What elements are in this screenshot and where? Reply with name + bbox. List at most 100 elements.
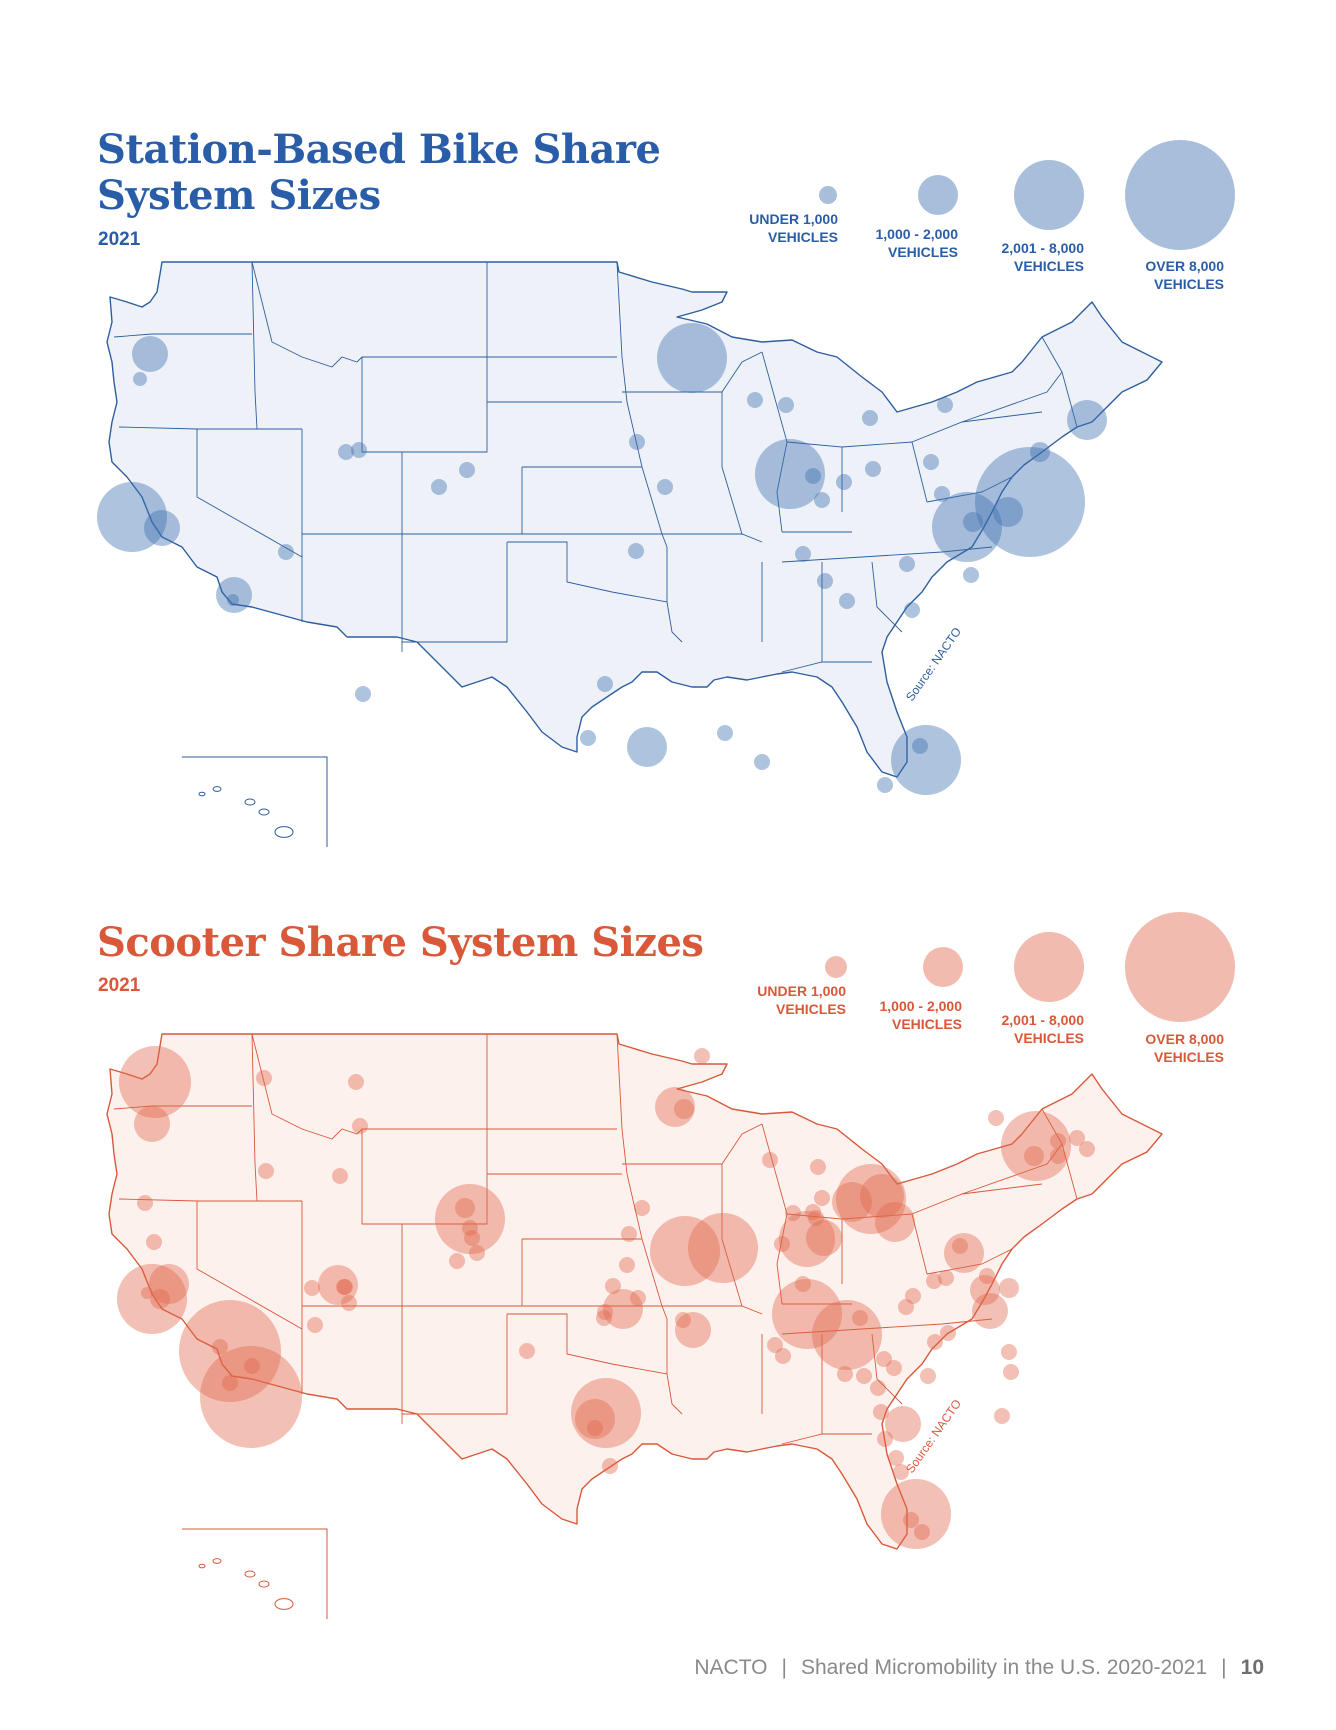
bike-system-bubble <box>747 392 763 408</box>
bike-hawaii-island <box>244 798 256 806</box>
bike-system-bubble <box>351 442 367 458</box>
scooter-state-border <box>402 1314 508 1415</box>
scooter-state-border <box>666 1373 683 1415</box>
scooter-system-bubble <box>940 1325 956 1341</box>
scooter-system-bubble <box>774 1236 790 1252</box>
scooter-system-bubble <box>1001 1111 1071 1181</box>
scooter-system-bubble <box>979 1268 995 1284</box>
scooter-system-bubble <box>972 1293 1008 1329</box>
scooter-system-bubble <box>146 1234 162 1250</box>
scooter-system-bubble <box>856 1368 872 1384</box>
bike-legend-circle-1000-2000 <box>918 175 958 215</box>
bike-system-bubble <box>937 397 953 413</box>
scooter-state-border <box>361 1129 488 1225</box>
bike-hawaii-island <box>212 786 222 792</box>
bike-state-border <box>781 661 872 673</box>
scooter-year: 2021 <box>98 975 141 996</box>
scooter-system-bubble <box>1050 1133 1066 1149</box>
scooter-system-bubble <box>926 1273 942 1289</box>
scooter-system-bubble <box>767 1337 783 1353</box>
bike-legend-label-under-1000: UNDER 1,000 VEHICLES <box>749 211 838 245</box>
scooter-system-bubble <box>952 1238 968 1254</box>
scooter-state-border <box>871 1333 903 1405</box>
scooter-system-bubble <box>603 1289 643 1329</box>
bike-legend-label-1000-2000: 1,000 - 2,000 VEHICLES <box>875 226 958 260</box>
scooter-system-bubble <box>999 1278 1019 1298</box>
bike-system-bubble <box>963 512 983 532</box>
scooter-state-border <box>616 1033 668 1320</box>
bike-system-bubble <box>144 510 180 546</box>
scooter-state-border <box>1041 1108 1063 1145</box>
bike-system-bubble <box>657 479 673 495</box>
scooter-system-bubble <box>808 1210 824 1226</box>
scooter-system-bubble <box>200 1346 302 1448</box>
scooter-system-bubble <box>837 1366 853 1382</box>
bike-system-bubble <box>904 602 920 618</box>
bike-system-bubble <box>657 323 727 393</box>
scooter-system-bubble <box>914 1524 930 1540</box>
scooter-system-bubble <box>352 1118 368 1134</box>
bike-system-bubble <box>755 439 825 509</box>
bike-system-bubble <box>459 462 475 478</box>
scooter-system-bubble <box>877 1431 893 1447</box>
scooter-hawaii-island <box>244 1570 256 1578</box>
scooter-system-bubble <box>1050 1148 1066 1164</box>
bike-system-bubble <box>1030 442 1050 462</box>
bike-hawaii-island <box>258 808 270 816</box>
scooter-system-bubble <box>464 1230 480 1246</box>
bike-system-bubble <box>795 546 811 562</box>
bike-state-border <box>721 392 743 535</box>
scooter-system-bubble <box>634 1200 650 1216</box>
bike-system-bubble <box>338 444 354 460</box>
scooter-system-bubble <box>469 1245 485 1261</box>
bike-system-bubble <box>132 336 168 372</box>
scooter-system-bubble <box>795 1276 811 1292</box>
bike-system-bubble <box>133 372 147 386</box>
scooter-system-bubble <box>318 1265 358 1305</box>
bike-system-bubble <box>836 474 852 490</box>
bike-system-bubble <box>216 577 252 613</box>
scooter-system-bubble <box>455 1198 475 1218</box>
scooter-system-bubble <box>881 1479 951 1549</box>
bike-state-border <box>251 261 258 430</box>
bike-system-bubble <box>975 447 1085 557</box>
scooter-system-bubble <box>886 1360 902 1376</box>
scooter-legend-circles <box>825 912 1235 1022</box>
bike-us-outline <box>106 261 1163 778</box>
scooter-system-bubble <box>587 1420 603 1436</box>
bike-state-border <box>1041 336 1063 373</box>
bike-state-border <box>507 541 668 603</box>
scooter-system-bubble <box>348 1074 364 1090</box>
bike-system-bubble <box>817 573 833 589</box>
scooter-system-bubble <box>212 1339 228 1355</box>
bike-hawaii-island <box>198 791 206 797</box>
scooter-state-border <box>1061 1143 1078 1200</box>
bike-title-line2: System Sizes <box>97 172 381 219</box>
scooter-system-bubble <box>970 1275 1000 1305</box>
scooter-system-bubble <box>920 1368 936 1384</box>
scooter-system-bubble <box>137 1195 153 1211</box>
bike-state-border <box>666 601 683 643</box>
scooter-system-bubble <box>814 1190 830 1206</box>
scooter-hawaii-island <box>274 1598 294 1610</box>
bike-system-bubble <box>278 544 294 560</box>
bike-state-border <box>961 371 1063 423</box>
page-footer: NACTO | Shared Micromobility in the U.S. 2… <box>694 1656 1264 1679</box>
scooter-inset-frame <box>182 1528 328 1619</box>
scooter-system-bubble <box>141 1287 153 1299</box>
scooter-system-bubble <box>888 1450 904 1466</box>
scooter-system-bubble <box>870 1380 886 1396</box>
scooter-state-border <box>301 1201 403 1307</box>
scooter-hawaii-island <box>212 1558 222 1564</box>
bike-state-border <box>871 561 903 633</box>
scooter-system-bubble <box>836 1164 906 1234</box>
scooter-system-bubble <box>938 1270 954 1286</box>
scooter-system-bubble <box>332 1168 348 1184</box>
scooter-system-bubble <box>575 1399 615 1439</box>
scooter-system-bubble <box>117 1264 187 1334</box>
scooter-system-bubble <box>675 1312 711 1348</box>
scooter-system-bubble <box>1003 1364 1019 1380</box>
scooter-system-bubble <box>149 1264 189 1304</box>
bike-map: Source: NACTO <box>97 261 1163 847</box>
scooter-hawaii-island <box>258 1580 270 1588</box>
